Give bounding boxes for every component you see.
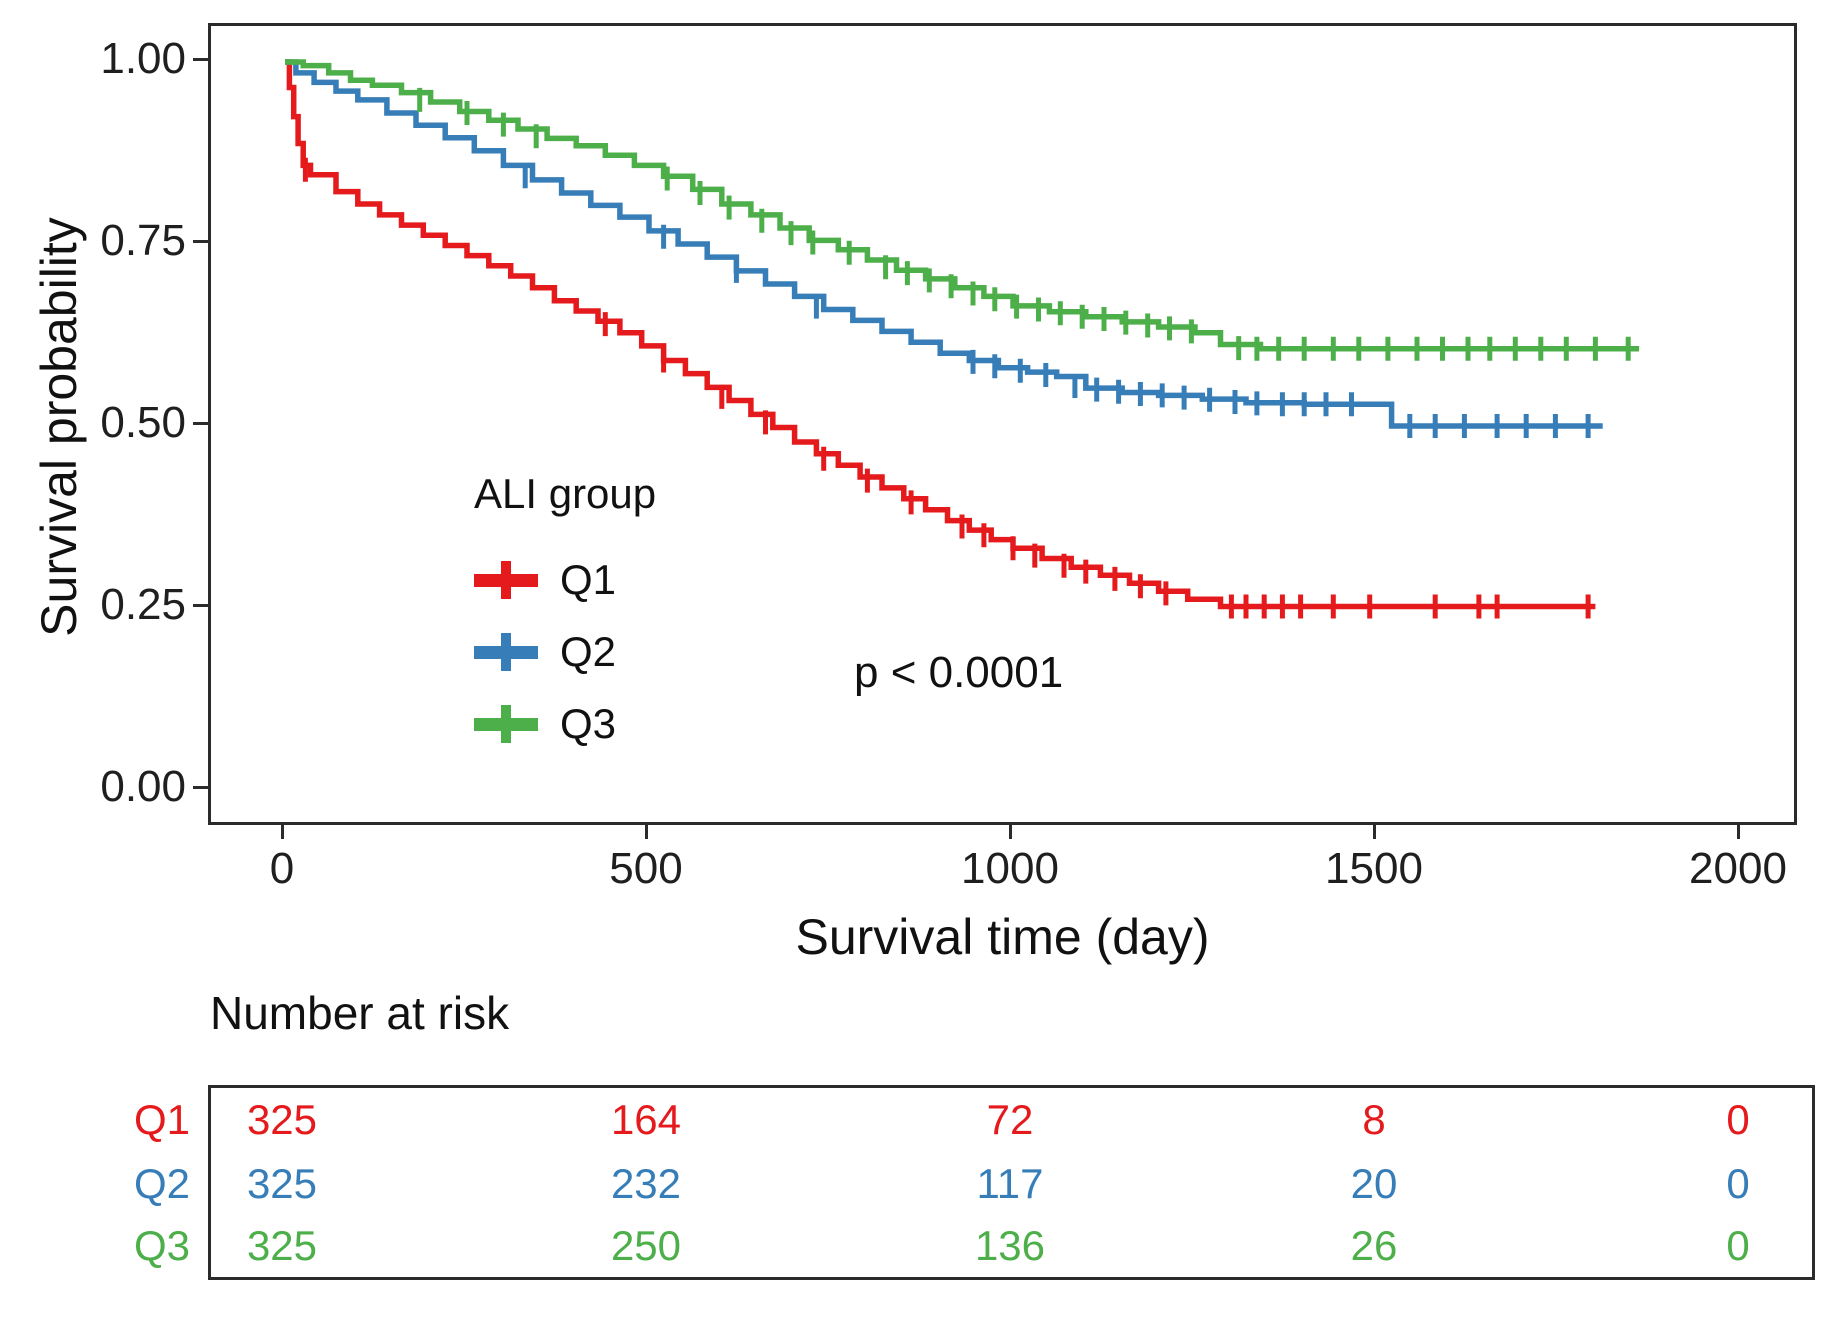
- y-tick-label: 1.00: [100, 34, 186, 83]
- legend-item-q2: Q2: [474, 616, 656, 688]
- risk-table-box: [208, 1085, 1815, 1280]
- x-tick-label: 1500: [1325, 844, 1423, 893]
- risk-value: 325: [246, 1222, 318, 1269]
- risk-value: 325: [246, 1096, 318, 1143]
- q3-survival-curve: [285, 59, 1640, 352]
- y-tick-mark: [193, 603, 208, 607]
- risk-value: 136: [974, 1222, 1046, 1269]
- legend-label-q1: Q1: [560, 556, 617, 603]
- risk-row-label-q3: Q3: [133, 1222, 190, 1269]
- survival-curves-svg: [285, 59, 1640, 619]
- x-tick-mark: [280, 825, 284, 839]
- risk-value: 232: [610, 1160, 682, 1207]
- legend-label-q2: Q2: [560, 628, 617, 675]
- y-tick-mark: [193, 239, 208, 243]
- risk-value: 0: [1726, 1096, 1750, 1143]
- risk-value: 164: [610, 1096, 682, 1143]
- q1-survival-curve: [285, 59, 1596, 610]
- x-tick-mark: [1736, 825, 1740, 839]
- y-tick-label: 0.25: [100, 580, 186, 629]
- plot-panel: ALI group Q1 Q2 Q3 p < 0.0001: [208, 23, 1797, 825]
- x-tick-label: 0: [269, 844, 295, 893]
- q1-key-icon: [474, 558, 538, 602]
- x-axis-title: Survival time (day): [795, 909, 1210, 965]
- q3-key-icon: [474, 702, 538, 746]
- risk-value: 0: [1726, 1222, 1750, 1269]
- legend-label-q3: Q3: [560, 700, 617, 747]
- risk-value: 0: [1726, 1160, 1750, 1207]
- y-tick-mark: [193, 785, 208, 789]
- x-tick-label: 500: [609, 844, 683, 893]
- q2-survival-curve: [285, 59, 1603, 429]
- x-tick-mark: [1008, 825, 1012, 839]
- q3-censor-marks: [417, 87, 1631, 361]
- y-tick-mark: [193, 57, 208, 61]
- q2-censor-marks: [522, 164, 1591, 438]
- risk-value: 20: [1350, 1160, 1398, 1207]
- y-tick-label: 0.00: [100, 762, 186, 811]
- y-tick-mark: [193, 421, 208, 425]
- legend: ALI group Q1 Q2 Q3: [474, 470, 656, 760]
- risk-value: 26: [1350, 1222, 1398, 1269]
- legend-item-q1: Q1: [474, 544, 656, 616]
- risk-value: 325: [246, 1160, 318, 1207]
- risk-row-label-q1: Q1: [133, 1096, 190, 1143]
- x-tick-mark: [1372, 825, 1376, 839]
- risk-value: 8: [1362, 1096, 1386, 1143]
- q1-censor-marks: [302, 157, 1591, 619]
- risk-table-title: Number at risk: [210, 987, 510, 1039]
- y-tick-label: 0.50: [100, 398, 186, 447]
- risk-value: 117: [976, 1160, 1044, 1207]
- x-tick-label: 2000: [1689, 844, 1787, 893]
- risk-value: 72: [986, 1096, 1034, 1143]
- legend-title: ALI group: [474, 470, 657, 517]
- q2-key-icon: [474, 630, 538, 674]
- x-tick-label: 1000: [961, 844, 1059, 893]
- risk-value: 250: [610, 1222, 682, 1269]
- x-tick-mark: [644, 825, 648, 839]
- legend-item-q3: Q3: [474, 688, 656, 760]
- p-value-annotation: p < 0.0001: [854, 648, 1064, 697]
- y-tick-label: 0.75: [100, 216, 186, 265]
- risk-row-label-q2: Q2: [133, 1160, 190, 1207]
